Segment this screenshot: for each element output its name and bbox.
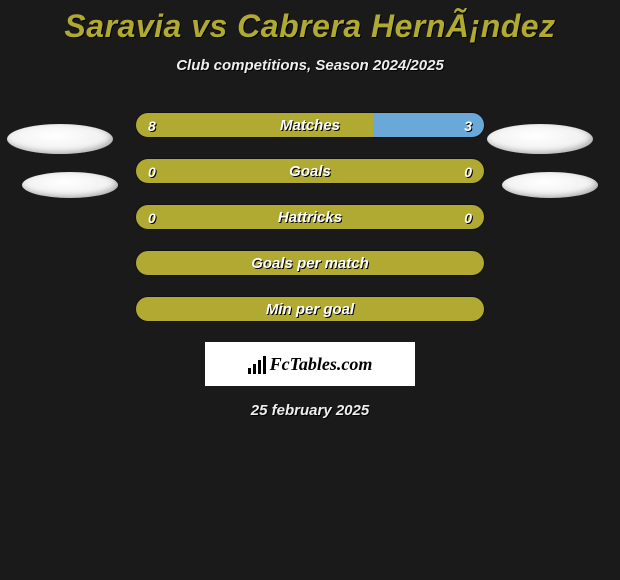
left-ellipse	[22, 172, 118, 198]
row-label: Hattricks	[136, 205, 484, 230]
value-left: 0	[148, 159, 156, 184]
row-label: Min per goal	[136, 297, 484, 322]
page-title: Saravia vs Cabrera HernÃ¡ndez	[0, 0, 620, 45]
value-left: 8	[148, 113, 156, 138]
stat-row-goals: Goals0 0	[135, 158, 485, 184]
stat-row-min-per-goal: Min per goal	[135, 296, 485, 322]
logo-box: FcTables.com	[205, 342, 415, 386]
value-right: 3	[464, 113, 472, 138]
right-ellipse	[487, 124, 593, 154]
stat-row-matches: Matches8 3	[135, 112, 485, 138]
left-ellipse	[7, 124, 113, 154]
row-label: Matches	[136, 113, 484, 138]
logo-text: FcTables.com	[270, 354, 373, 375]
stat-row-hattricks: Hattricks0 0	[135, 204, 485, 230]
right-ellipse	[502, 172, 598, 198]
chart-icon	[248, 354, 266, 374]
value-right: 0	[464, 159, 472, 184]
row-label: Goals per match	[136, 251, 484, 276]
stat-row-goals-per-match: Goals per match	[135, 250, 485, 276]
value-left: 0	[148, 205, 156, 230]
date-text: 25 february 2025	[0, 402, 620, 419]
row-label: Goals	[136, 159, 484, 184]
subtitle: Club competitions, Season 2024/2025	[0, 57, 620, 74]
value-right: 0	[464, 205, 472, 230]
